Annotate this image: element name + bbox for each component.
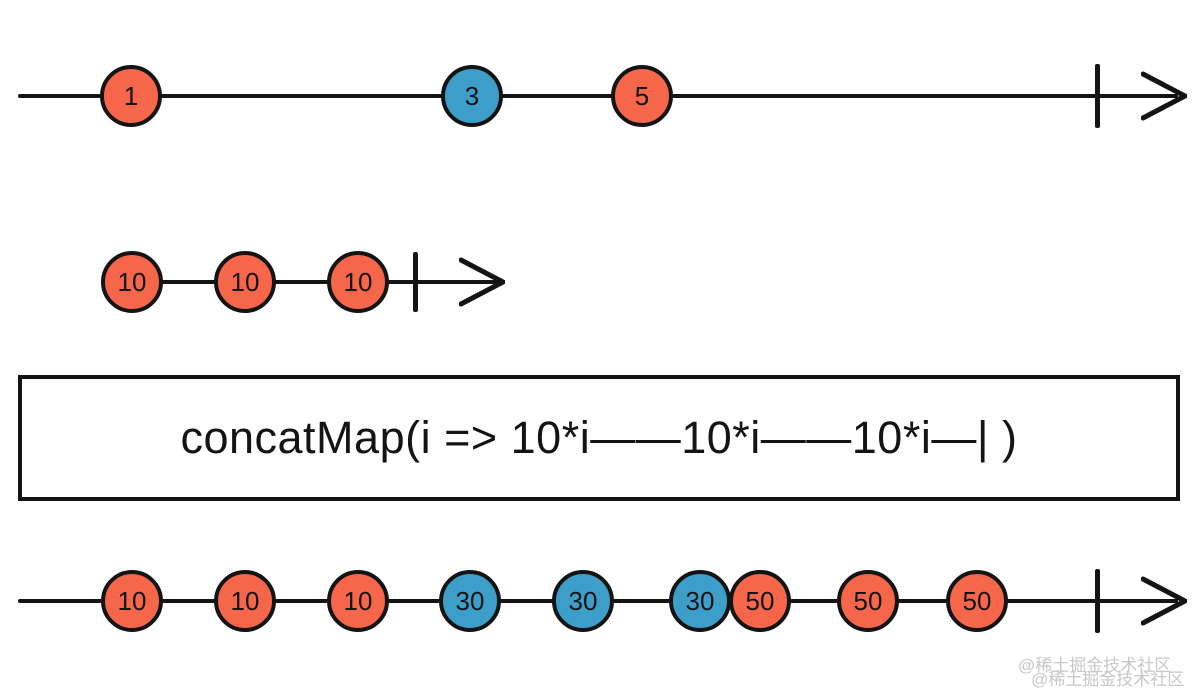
marble-30: 30 (552, 570, 614, 632)
arrow-head-icon (1141, 71, 1187, 121)
watermark-text: @稀土掘金技术社区 (1031, 670, 1185, 689)
watermark-text: @稀土掘金技术社区 (1018, 656, 1172, 675)
arrow-head-icon (459, 257, 505, 307)
marble-10: 10 (214, 570, 276, 632)
complete-tick (413, 252, 418, 312)
operator-label: concatMap(i => 10*i——10*i——10*i—| ) (180, 412, 1018, 463)
marble-50: 50 (729, 570, 791, 632)
marble-30: 30 (439, 570, 501, 632)
marble-50: 50 (946, 570, 1008, 632)
marble-50: 50 (837, 570, 899, 632)
arrow-head-icon (1141, 576, 1187, 626)
complete-tick (1095, 64, 1100, 128)
marble-10: 10 (214, 251, 276, 313)
marble-10: 10 (327, 570, 389, 632)
complete-tick (1095, 569, 1100, 633)
marble-3: 3 (441, 65, 503, 127)
source-stream-timeline (18, 94, 1178, 98)
marble-1: 1 (100, 65, 162, 127)
inner-stream-timeline (130, 280, 501, 284)
marble-10: 10 (327, 251, 389, 313)
output-stream-timeline (18, 599, 1178, 603)
operator-box: concatMap(i => 10*i——10*i——10*i—| ) (18, 375, 1180, 501)
marble-30: 30 (669, 570, 731, 632)
marble-10: 10 (101, 570, 163, 632)
marble-10: 10 (101, 251, 163, 313)
marble-5: 5 (611, 65, 673, 127)
